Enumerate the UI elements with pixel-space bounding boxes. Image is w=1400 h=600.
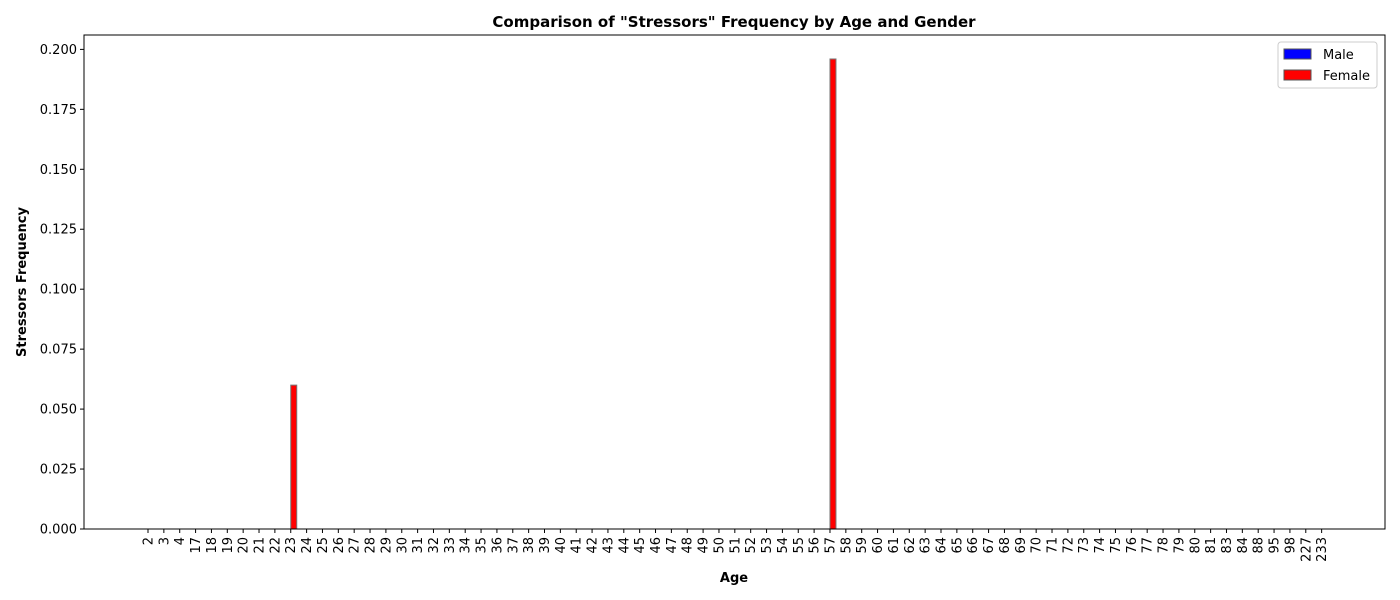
y-axis-ticks: 0.000 0.025 0.050 0.075 0.100 0.125 0.150 0.175… — [40, 43, 84, 538]
x-tick-label: 37 — [506, 537, 521, 554]
y-tick-label: 0.175 — [40, 103, 77, 118]
x-tick-label: 32 — [427, 537, 442, 554]
x-tick-label: 27 — [348, 537, 363, 554]
y-tick-label: 0.050 — [40, 403, 77, 418]
x-tick-label: 63 — [919, 537, 934, 554]
x-tick-label: 17 — [189, 537, 204, 554]
x-tick-label: 68 — [998, 537, 1013, 554]
bar-female-23 — [290, 384, 298, 530]
x-tick-label: 50 — [712, 537, 727, 554]
x-tick-label: 26 — [332, 537, 347, 554]
x-tick-label: 48 — [681, 537, 696, 554]
bars-group — [290, 58, 837, 530]
x-axis-ticks: 2 3 4 17 18 19 20 21 22 23 24 25 26 27 28 29 30 31 32 33 34 3… — [142, 529, 1330, 562]
x-tick-label: 19 — [221, 537, 236, 554]
x-tick-label: 80 — [1188, 537, 1203, 554]
x-tick-label: 75 — [1109, 537, 1124, 554]
x-tick-label: 4 — [173, 537, 188, 545]
x-tick-label: 88 — [1252, 537, 1267, 554]
x-tick-label: 95 — [1268, 537, 1283, 554]
x-tick-label: 84 — [1236, 537, 1251, 554]
x-tick-label: 20 — [237, 537, 252, 554]
x-tick-label: 78 — [1157, 537, 1172, 554]
x-axis-title: Age — [720, 571, 748, 586]
x-tick-label: 33 — [443, 537, 458, 554]
x-tick-label: 62 — [903, 537, 918, 554]
x-tick-label: 44 — [617, 537, 632, 554]
x-tick-label: 43 — [601, 537, 616, 554]
x-tick-label: 35 — [475, 537, 490, 554]
x-tick-label: 3 — [157, 537, 172, 545]
x-tick-label: 45 — [633, 537, 648, 554]
x-tick-label: 64 — [935, 537, 950, 554]
x-tick-label: 67 — [982, 537, 997, 554]
legend: Male Female — [1277, 41, 1378, 89]
x-tick-label: 73 — [1077, 537, 1092, 554]
x-tick-label: 79 — [1172, 537, 1187, 554]
y-axis-title: Stressors Frequency — [15, 206, 30, 357]
chart-title: Comparison of "Stressors" Frequency by A… — [492, 13, 976, 31]
x-tick-label: 18 — [205, 537, 220, 554]
x-tick-label: 54 — [776, 537, 791, 554]
legend-label-male: Male — [1323, 48, 1354, 63]
x-tick-label: 53 — [760, 537, 775, 554]
x-tick-label: 29 — [379, 537, 394, 554]
x-tick-label: 70 — [1030, 537, 1045, 554]
bar-female-57 — [829, 58, 837, 530]
x-tick-label: 55 — [792, 537, 807, 554]
x-tick-label: 60 — [871, 537, 886, 554]
y-tick-label: 0.200 — [40, 43, 77, 58]
y-tick-label: 0.025 — [40, 463, 77, 478]
x-tick-label: 57 — [823, 537, 838, 554]
x-tick-label: 69 — [1014, 537, 1029, 554]
plot-frame — [83, 34, 1386, 530]
legend-swatch-male — [1283, 48, 1312, 60]
x-tick-label: 47 — [665, 537, 680, 554]
x-tick-label: 36 — [490, 537, 505, 554]
x-tick-label: 59 — [855, 537, 870, 554]
y-tick-label: 0.125 — [40, 223, 77, 238]
legend-label-female: Female — [1323, 69, 1370, 84]
x-tick-label: 22 — [268, 537, 283, 554]
x-tick-label: 34 — [459, 537, 474, 554]
x-tick-label: 49 — [697, 537, 712, 554]
x-tick-label: 42 — [586, 537, 601, 554]
x-tick-label: 65 — [950, 537, 965, 554]
x-tick-label: 40 — [554, 537, 569, 554]
x-tick-label: 24 — [300, 537, 315, 554]
x-tick-label: 74 — [1093, 537, 1108, 554]
x-tick-label: 98 — [1283, 537, 1298, 554]
x-tick-label: 23 — [284, 537, 299, 554]
legend-swatch-female — [1283, 69, 1312, 81]
x-tick-label: 58 — [839, 537, 854, 554]
x-tick-label: 28 — [364, 537, 379, 554]
x-tick-label: 38 — [522, 537, 537, 554]
x-tick-label: 72 — [1061, 537, 1076, 554]
x-tick-label: 51 — [728, 537, 743, 554]
x-tick-label: 81 — [1204, 537, 1219, 554]
y-tick-label: 0.100 — [40, 283, 77, 298]
x-tick-label: 46 — [649, 537, 664, 554]
x-tick-label: 76 — [1125, 537, 1140, 554]
x-tick-label: 52 — [744, 537, 759, 554]
x-tick-label: 56 — [808, 537, 823, 554]
x-tick-label: 66 — [966, 537, 981, 554]
x-tick-label: 61 — [887, 537, 902, 554]
x-tick-label: 77 — [1141, 537, 1156, 554]
x-tick-label: 21 — [253, 537, 268, 554]
x-tick-label: 233 — [1315, 537, 1330, 562]
x-tick-label: 39 — [538, 537, 553, 554]
x-tick-label: 31 — [411, 537, 426, 554]
x-tick-label: 71 — [1046, 537, 1061, 554]
y-tick-label: 0.150 — [40, 163, 77, 178]
x-tick-label: 2 — [142, 537, 157, 545]
x-tick-label: 83 — [1220, 537, 1235, 554]
x-tick-label: 227 — [1299, 537, 1314, 562]
x-tick-label: 41 — [570, 537, 585, 554]
x-tick-label: 30 — [395, 537, 410, 554]
y-tick-label: 0.000 — [40, 523, 77, 538]
y-tick-label: 0.075 — [40, 343, 77, 358]
x-tick-label: 25 — [316, 537, 331, 554]
